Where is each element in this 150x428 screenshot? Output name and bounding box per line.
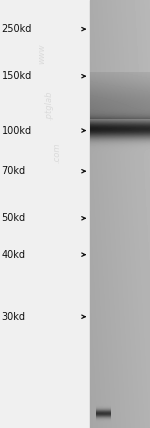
Text: 30kd: 30kd — [2, 312, 26, 322]
Text: 70kd: 70kd — [2, 166, 26, 176]
Text: 50kd: 50kd — [2, 213, 26, 223]
Bar — [0, 0, 90, 428]
Text: www: www — [38, 44, 46, 64]
Text: 150kd: 150kd — [2, 71, 32, 81]
Text: .ptglab: .ptglab — [45, 90, 54, 120]
Text: .com: .com — [52, 142, 62, 163]
Text: 250kd: 250kd — [2, 24, 32, 34]
Text: 100kd: 100kd — [2, 125, 32, 136]
Text: 40kd: 40kd — [2, 250, 26, 260]
Bar — [90, 0, 150, 428]
